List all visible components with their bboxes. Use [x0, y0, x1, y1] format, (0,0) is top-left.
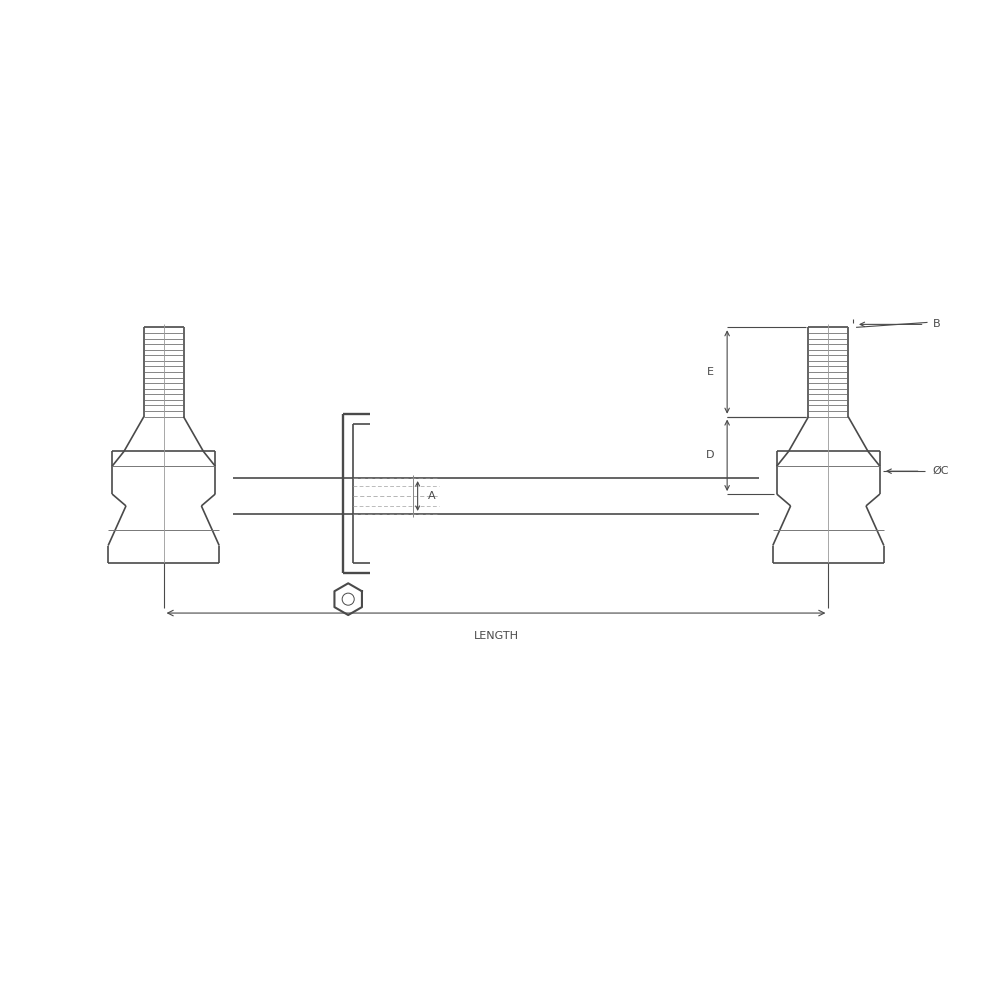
Text: B: B	[932, 319, 940, 329]
Text: LENGTH: LENGTH	[473, 631, 519, 641]
Text: E: E	[707, 367, 714, 377]
Text: A: A	[428, 491, 435, 501]
Text: D: D	[705, 450, 714, 460]
Text: ØC: ØC	[932, 466, 949, 476]
